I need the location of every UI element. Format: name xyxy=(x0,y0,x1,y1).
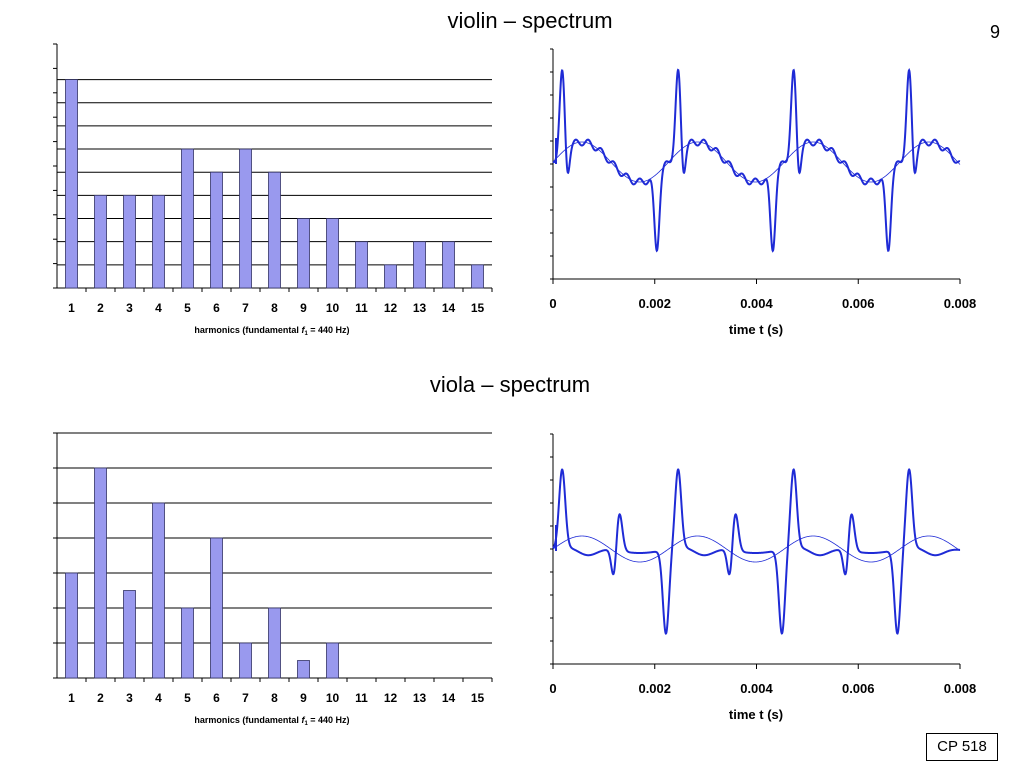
violin-spectrum-x-tick-label: 1 xyxy=(68,301,75,315)
viola-spectrum-x-tick-label: 12 xyxy=(384,691,398,705)
viola-waveform-x-tick-label: 0.004 xyxy=(740,681,773,696)
viola-spectrum-bar xyxy=(297,660,310,679)
violin-spectrum-bar xyxy=(181,148,194,289)
viola-waveform-waveform-line xyxy=(552,468,961,635)
violin-spectrum-x-tick-label: 5 xyxy=(184,301,191,315)
violin-spectrum-x-tick-label: 12 xyxy=(384,301,398,315)
violin-spectrum-bar xyxy=(123,194,136,289)
viola-spectrum-x-tick-label: 4 xyxy=(155,691,162,705)
viola-waveform-x-tick-label: 0.002 xyxy=(638,681,671,696)
viola-spectrum-x-tick-label: 1 xyxy=(68,691,75,705)
violin-spectrum-x-tick-label: 8 xyxy=(271,301,278,315)
viola-spectrum-bar xyxy=(181,607,194,679)
violin-spectrum-x-axis-label: harmonics (fundamental f1 = 440 Hz) xyxy=(194,325,349,337)
page-number: 9 xyxy=(990,22,1001,42)
viola-spectrum-x-axis-label: harmonics (fundamental f1 = 440 Hz) xyxy=(194,715,349,727)
violin-spectrum-x-tick-label: 13 xyxy=(413,301,427,315)
viola-spectrum-bar xyxy=(326,642,339,679)
violin-spectrum-bar xyxy=(94,194,107,289)
violin-spectrum-bar xyxy=(239,148,252,289)
viola-spectrum-bar xyxy=(123,590,136,679)
viola-spectrum-x-tick-label: 14 xyxy=(442,691,456,705)
violin-spectrum-bar xyxy=(442,241,455,289)
viola-waveform-x-tick-label: 0.006 xyxy=(842,681,875,696)
violin-spectrum-x-tick-label: 2 xyxy=(97,301,104,315)
violin-waveform-x-tick-label: 0.008 xyxy=(944,296,977,311)
violin-waveform-waveform-line xyxy=(552,67,961,253)
violin-spectrum-x-tick-label: 9 xyxy=(300,301,307,315)
viola-spectrum-bar xyxy=(210,537,223,679)
viola-spectrum-x-tick-label: 3 xyxy=(126,691,133,705)
violin-spectrum-x-tick-label: 11 xyxy=(355,301,368,315)
violin-spectrum-bar xyxy=(413,241,426,289)
violin-spectrum-bar xyxy=(297,218,310,289)
violin-waveform-x-tick-label: 0.004 xyxy=(740,296,773,311)
viola-spectrum-bar xyxy=(65,572,78,679)
violin-spectrum-bar xyxy=(355,241,368,289)
violin-title: violin – spectrum xyxy=(447,8,613,33)
violin-spectrum-bar xyxy=(210,171,223,289)
violin-spectrum-x-tick-label: 4 xyxy=(155,301,162,315)
viola-spectrum-x-tick-label: 10 xyxy=(326,691,340,705)
viola-spectrum-x-tick-label: 7 xyxy=(242,691,249,705)
viola-spectrum-bar xyxy=(94,467,107,679)
viola-spectrum-x-tick-label: 9 xyxy=(300,691,307,705)
viola-title: viola – spectrum xyxy=(429,372,591,397)
violin-spectrum-bar xyxy=(384,264,397,289)
violin-spectrum-bar xyxy=(65,79,78,289)
viola-spectrum-x-tick-label: 2 xyxy=(97,691,104,705)
violin-spectrum-x-tick-label: 10 xyxy=(326,301,340,315)
viola-waveform-x-tick-label: 0.008 xyxy=(944,681,977,696)
viola-spectrum-x-tick-label: 6 xyxy=(213,691,220,705)
viola-spectrum-bar xyxy=(152,502,165,679)
violin-spectrum-x-tick-label: 3 xyxy=(126,301,133,315)
violin-waveform-x-tick-label: 0.002 xyxy=(638,296,671,311)
violin-waveform-x-tick-label: 0.006 xyxy=(842,296,875,311)
violin-waveform-x-tick-label: 0 xyxy=(549,296,556,311)
violin-spectrum-x-tick-label: 6 xyxy=(213,301,220,315)
violin-spectrum-bar xyxy=(471,264,484,289)
violin-spectrum-x-tick-label: 7 xyxy=(242,301,249,315)
viola-spectrum-x-tick-label: 5 xyxy=(184,691,191,705)
footer-badge: CP 518 xyxy=(926,733,998,761)
viola-waveform-x-axis-label: time t (s) xyxy=(729,707,783,722)
viola-spectrum-x-tick-label: 11 xyxy=(355,691,368,705)
violin-waveform-chart: 0 0.002 0.004 0.006 0.008 time t (s) xyxy=(549,48,977,337)
viola-spectrum-bar xyxy=(268,607,281,679)
violin-spectrum-x-tick-label: 14 xyxy=(442,301,456,315)
violin-spectrum-x-tick-label: 15 xyxy=(471,301,485,315)
viola-waveform-x-tick-label: 0 xyxy=(549,681,556,696)
viola-spectrum-bar xyxy=(239,642,252,679)
violin-spectrum-bar xyxy=(268,171,281,289)
violin-waveform-x-axis-label: time t (s) xyxy=(729,322,783,337)
viola-spectrum-x-tick-label: 13 xyxy=(413,691,427,705)
viola-waveform-fundamental-line xyxy=(552,535,961,563)
violin-spectrum-bar xyxy=(152,194,165,289)
viola-spectrum-x-tick-label: 8 xyxy=(271,691,278,705)
viola-spectrum-x-tick-label: 15 xyxy=(471,691,485,705)
violin-waveform-fundamental-line xyxy=(552,141,961,183)
violin-spectrum-bar xyxy=(326,218,339,289)
